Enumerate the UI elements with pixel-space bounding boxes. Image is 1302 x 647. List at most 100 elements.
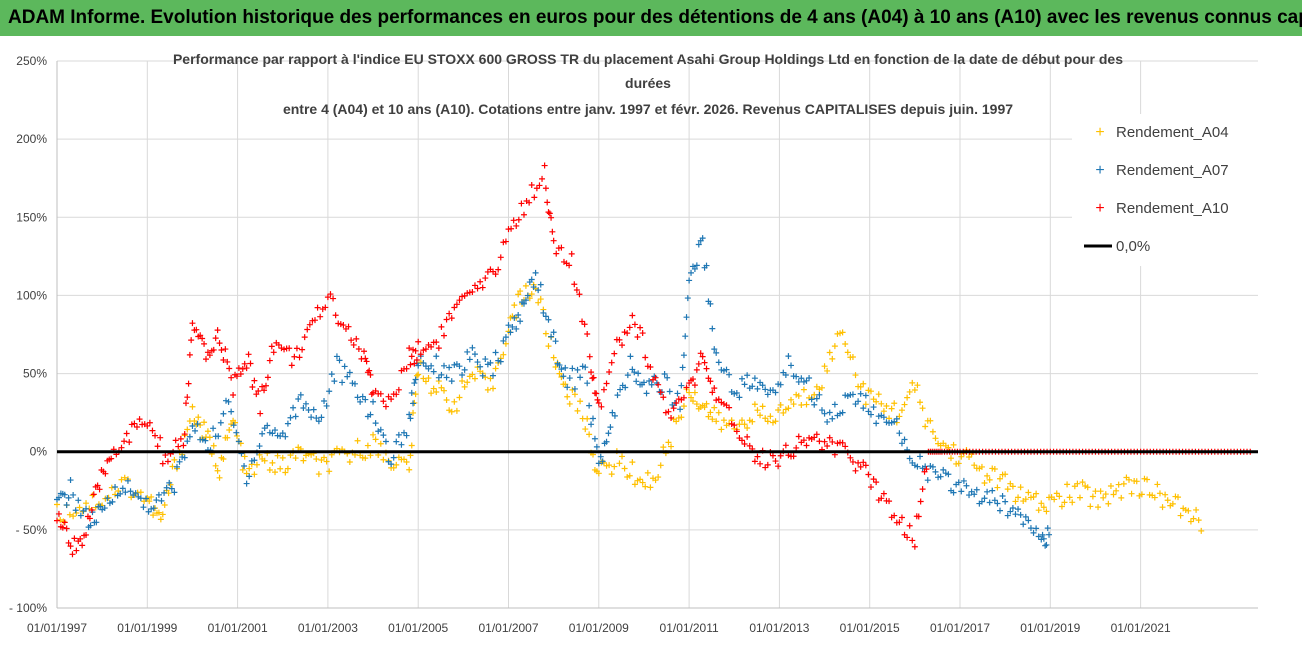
point-a10 <box>544 199 551 206</box>
point-a04 <box>929 428 936 435</box>
point-a10 <box>603 380 610 387</box>
point-a07 <box>929 463 936 470</box>
point-a04 <box>269 459 276 466</box>
point-a04 <box>415 371 422 378</box>
point-a04 <box>644 469 651 476</box>
point-a07 <box>382 438 389 445</box>
point-a07 <box>259 430 266 437</box>
point-a07 <box>764 391 771 398</box>
point-a10 <box>59 524 66 531</box>
point-a07 <box>459 372 466 379</box>
point-a07 <box>357 398 364 405</box>
point-a10 <box>683 384 690 391</box>
point-a04 <box>456 394 463 401</box>
point-a10 <box>188 337 195 344</box>
point-a07 <box>749 383 756 390</box>
point-a07 <box>627 353 634 360</box>
point-a04 <box>461 383 468 390</box>
point-a04 <box>469 371 476 378</box>
point-a10 <box>624 330 631 337</box>
point-a10 <box>919 486 926 493</box>
point-a04 <box>689 398 696 405</box>
point-a07 <box>1039 531 1046 538</box>
point-a07 <box>163 484 170 491</box>
point-a10 <box>689 376 696 383</box>
point-a10 <box>744 433 751 440</box>
point-a04 <box>451 398 458 405</box>
point-a07 <box>158 497 165 504</box>
point-a07 <box>795 378 802 385</box>
point-a07 <box>407 415 414 422</box>
point-a10 <box>553 250 560 257</box>
point-a07 <box>744 372 751 379</box>
point-a04 <box>161 501 168 508</box>
point-a10 <box>411 360 418 367</box>
point-a04 <box>780 409 787 416</box>
point-a10 <box>144 422 151 429</box>
point-a07 <box>640 379 647 386</box>
point-a04 <box>76 504 83 511</box>
point-a07 <box>124 477 131 484</box>
point-a04 <box>927 417 934 424</box>
point-a10 <box>220 357 227 364</box>
point-a04 <box>947 455 954 462</box>
point-a04 <box>66 511 73 518</box>
point-a04 <box>246 465 253 472</box>
point-a04 <box>800 386 807 393</box>
point-a07 <box>490 372 497 379</box>
point-a10 <box>772 458 779 465</box>
point-a10 <box>206 352 213 359</box>
point-a10 <box>422 346 429 353</box>
point-a10 <box>367 371 374 378</box>
point-a07 <box>940 466 947 473</box>
legend-marker-a04: + <box>1095 124 1104 141</box>
point-a07 <box>511 314 518 321</box>
report-banner: ADAM Informe. Evolution historique des p… <box>0 0 1302 36</box>
point-a07 <box>241 463 248 470</box>
point-a07 <box>564 384 571 391</box>
point-a07 <box>318 414 325 421</box>
point-a07 <box>622 384 629 391</box>
point-a07 <box>831 401 838 408</box>
point-a04 <box>1012 498 1019 505</box>
point-a04 <box>1025 489 1032 496</box>
point-a07 <box>1020 521 1027 528</box>
point-a04 <box>210 442 217 449</box>
point-a10 <box>513 222 520 229</box>
point-a10 <box>133 424 140 431</box>
point-a04 <box>955 460 962 467</box>
x-tick-label: 01/01/2013 <box>749 621 809 635</box>
point-a10 <box>330 295 337 302</box>
point-a04 <box>767 413 774 420</box>
point-a04 <box>364 442 371 449</box>
point-a04 <box>678 414 685 421</box>
point-a04 <box>272 469 279 476</box>
point-a04 <box>1056 493 1063 500</box>
point-a10 <box>629 312 636 319</box>
point-a04 <box>691 389 698 396</box>
point-a07 <box>256 443 263 450</box>
point-a04 <box>1089 493 1096 500</box>
point-a04 <box>441 387 448 394</box>
point-a04 <box>984 472 991 479</box>
x-tick-label: 01/01/2017 <box>930 621 990 635</box>
point-a07 <box>233 429 240 436</box>
point-a10 <box>571 281 578 288</box>
point-a10 <box>782 442 789 449</box>
point-a10 <box>775 463 782 470</box>
point-a04 <box>582 426 589 433</box>
point-a10 <box>826 434 833 441</box>
point-a07 <box>492 349 499 356</box>
point-a10 <box>202 356 209 363</box>
point-a07 <box>751 375 758 382</box>
point-a07 <box>509 323 516 330</box>
point-a07 <box>181 454 188 461</box>
point-a07 <box>430 368 437 375</box>
point-a07 <box>171 489 178 496</box>
point-a10 <box>393 391 400 398</box>
point-a04 <box>707 409 714 416</box>
x-tick-label: 01/01/2015 <box>840 621 900 635</box>
point-a07 <box>591 435 598 442</box>
point-a07 <box>1004 512 1011 519</box>
point-a07 <box>297 391 304 398</box>
